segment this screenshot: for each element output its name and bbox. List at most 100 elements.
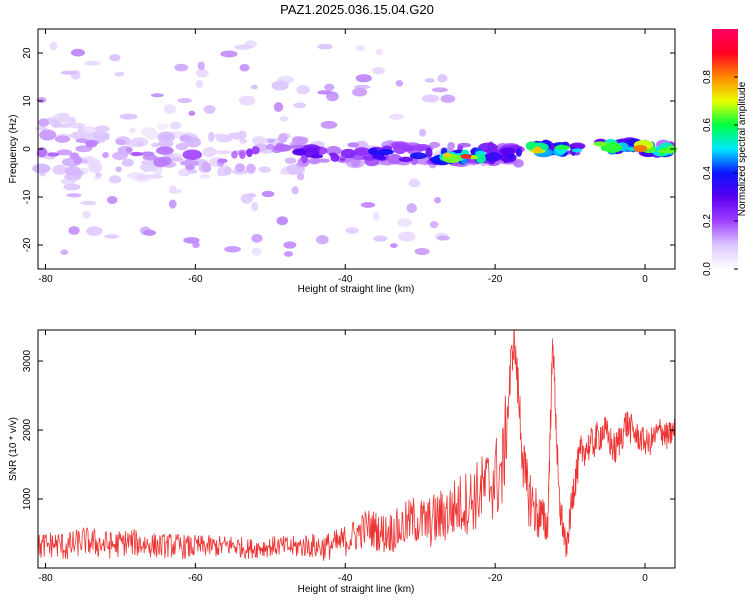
heatmap-cell: [69, 152, 79, 160]
heatmap-cell: [64, 166, 81, 176]
heatmap-cell: [447, 141, 455, 150]
heatmap-x-tick-label: -20: [488, 274, 503, 285]
heatmap-cell: [246, 193, 257, 198]
heatmap-x-tick-label: -40: [338, 274, 353, 285]
snr-y-axis-label: SNR (10 * v/v): [8, 417, 19, 481]
heatmap-cell: [633, 145, 648, 153]
heatmap-cell: [238, 130, 247, 140]
heatmap-cell: [67, 116, 76, 125]
colorbar-tick-label: 0.0: [702, 262, 713, 276]
heatmap-cell: [49, 41, 58, 51]
heatmap-ticks: -80 -60 -40 -20 0 -20 -10 0 10 20: [22, 29, 675, 285]
heatmap-cell: [469, 155, 478, 160]
heatmap-cell: [484, 152, 502, 162]
heatmap-cell: [196, 68, 209, 78]
heatmap-cell: [50, 120, 62, 128]
heatmap-cell: [36, 147, 48, 158]
heatmap-cell: [201, 162, 212, 173]
heatmap-cell: [169, 121, 182, 130]
heatmap-cell: [292, 148, 307, 156]
heatmap-cell: [389, 113, 405, 120]
heatmap-cell: [296, 85, 310, 95]
heatmap-cell: [136, 174, 147, 181]
snr-line: [37, 330, 676, 561]
heatmap-cell: [171, 157, 184, 162]
heatmap-cell: [252, 136, 267, 146]
heatmap-cell: [437, 74, 448, 83]
heatmap-cell: [238, 138, 248, 144]
heatmap-cell: [554, 145, 571, 150]
heatmap-cell: [372, 211, 380, 221]
heatmap-cell: [457, 145, 464, 151]
heatmap-cell: [234, 44, 253, 50]
heatmap-cell: [71, 131, 81, 140]
heatmap-cell: [414, 247, 430, 256]
heatmap-cell: [373, 235, 388, 242]
heatmap-cell: [231, 150, 238, 159]
heatmap-cell: [153, 157, 168, 168]
heatmap-cell: [418, 128, 427, 137]
heatmap-cell: [345, 227, 359, 234]
heatmap-cell: [125, 146, 133, 153]
heatmap-cell: [106, 195, 118, 205]
heatmap-cell: [56, 149, 73, 156]
heatmap-cell: [185, 164, 195, 171]
heatmap-cell: [174, 63, 189, 72]
heatmap-cell: [507, 153, 514, 160]
heatmap-cell: [155, 146, 174, 155]
snr-y-tick-label: 1000: [22, 487, 33, 510]
heatmap-cell: [188, 110, 196, 116]
heatmap-cell: [429, 221, 439, 229]
heatmap-y-tick-label: -10: [22, 189, 33, 204]
heatmap-cell: [377, 149, 394, 156]
heatmap-cell: [397, 218, 413, 227]
heatmap-cell: [239, 63, 250, 72]
heatmap-cell: [245, 163, 256, 174]
heatmap-cell: [440, 94, 456, 103]
heatmap-cell: [238, 95, 256, 106]
heatmap-cell: [266, 138, 275, 143]
heatmap-cell: [104, 234, 120, 239]
heatmap-cell: [261, 190, 275, 198]
heatmap-cell: [47, 152, 60, 157]
heatmap-y-tick-label: -20: [22, 237, 33, 252]
heatmap-cell: [54, 135, 71, 143]
heatmap-cell: [136, 141, 144, 146]
heatmap-cell: [224, 166, 232, 176]
heatmap-cell: [187, 169, 198, 174]
heatmap-cell: [86, 226, 103, 236]
heatmap-cell: [421, 94, 440, 103]
heatmap-panel: -80 -60 -40 -20 0 -20 -10 0 10 20 Height of strai…: [8, 28, 678, 295]
heatmap-cell: [179, 135, 193, 142]
heatmap-cell: [320, 120, 338, 129]
heatmap-x-tick-label: 0: [642, 274, 648, 285]
heatmap-cell: [220, 50, 238, 58]
heatmap-cell: [175, 143, 188, 151]
heatmap-cell: [291, 186, 299, 195]
heatmap-cell: [77, 125, 84, 135]
heatmap-cell: [66, 193, 82, 198]
heatmap-cell: [195, 79, 203, 89]
heatmap-cell: [352, 87, 368, 97]
colorbar-tick-label: 0.6: [702, 118, 713, 132]
heatmap-cell: [499, 147, 516, 156]
heatmap-cell: [119, 113, 138, 120]
heatmap-cell: [150, 93, 164, 98]
heatmap-cell: [177, 97, 192, 104]
heatmap-cell: [408, 179, 421, 187]
heatmap-cell: [168, 199, 177, 209]
heatmap-cell: [478, 142, 498, 153]
heatmap-cell: [279, 116, 289, 122]
heatmap-cell: [532, 146, 542, 154]
heatmap-cell: [183, 237, 200, 244]
heatmap-cell: [324, 83, 335, 91]
heatmap-cell: [203, 105, 216, 114]
heatmap-cell: [163, 104, 177, 114]
heatmap-cell: [180, 159, 199, 167]
heatmap-cell: [144, 174, 163, 179]
heatmap-cell: [355, 45, 366, 51]
heatmap-cell: [375, 48, 384, 56]
heatmap-cell: [197, 61, 205, 71]
heatmap-cell: [273, 144, 292, 152]
heatmap-cell: [84, 60, 102, 66]
